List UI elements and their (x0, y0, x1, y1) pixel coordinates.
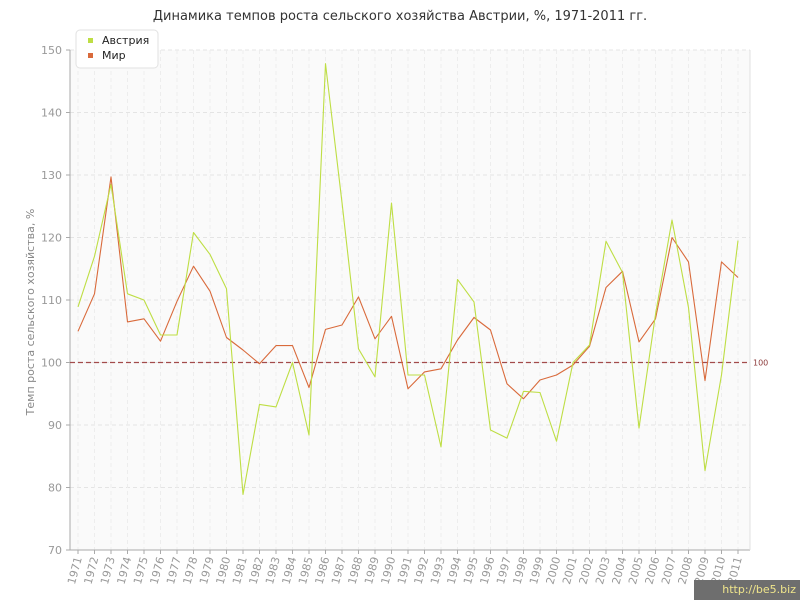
legend-swatch (88, 38, 93, 43)
legend[interactable]: Австрия Мир (75, 29, 159, 69)
legend-entry[interactable]: Австрия (102, 34, 149, 47)
y-tick-label: 130 (41, 169, 62, 182)
y-tick-label: 90 (48, 419, 62, 432)
reference-line-label: 100 (753, 359, 768, 368)
legend-swatch (88, 53, 93, 58)
chart-title: Динамика темпов роста сельского хозяйств… (152, 9, 648, 24)
y-tick-label: 150 (41, 44, 62, 57)
y-tick-label: 100 (41, 357, 62, 370)
y-tick-label: 80 (48, 482, 62, 495)
y-tick-label: 70 (48, 544, 62, 557)
series-lines (77, 63, 739, 495)
y-tick-labels: 70 80 90 100 110 120 130 140 150 (41, 44, 70, 557)
y-tick-label: 120 (41, 232, 62, 245)
legend-box (75, 29, 159, 69)
legend-entry[interactable]: Мир (102, 49, 126, 62)
reference-line-group: 100 (70, 359, 768, 368)
series-line-world (77, 176, 739, 400)
watermark-link[interactable]: http://be5.biz (694, 580, 800, 600)
x-tick-labels: 1971197219731974197519761977197819791980… (65, 550, 745, 586)
series-line-austria (77, 63, 739, 495)
y-axis-label: Темп роста сельского хозяйства, % (24, 209, 37, 417)
y-tick-label: 140 (41, 107, 62, 120)
y-tick-label: 110 (41, 294, 62, 307)
